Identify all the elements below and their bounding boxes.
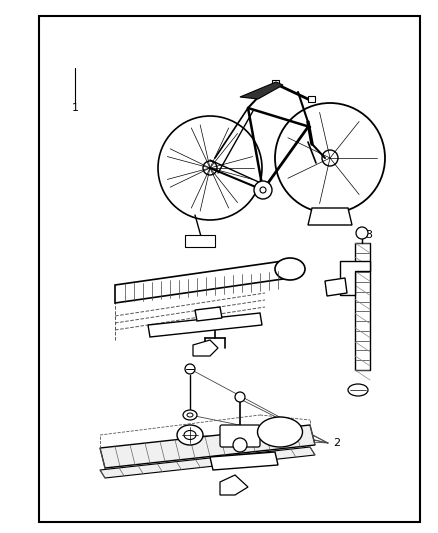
Text: 3: 3 — [365, 230, 372, 240]
Ellipse shape — [258, 417, 303, 447]
Polygon shape — [220, 475, 248, 495]
Polygon shape — [100, 447, 315, 478]
Polygon shape — [325, 278, 347, 296]
Circle shape — [233, 438, 247, 452]
FancyBboxPatch shape — [220, 425, 260, 447]
Ellipse shape — [187, 413, 193, 417]
Ellipse shape — [275, 258, 305, 280]
Text: 2: 2 — [333, 438, 340, 448]
Polygon shape — [308, 208, 352, 225]
Bar — [308, 96, 315, 102]
Ellipse shape — [183, 410, 197, 420]
Polygon shape — [100, 425, 315, 468]
Bar — [272, 80, 279, 86]
Circle shape — [185, 364, 195, 374]
Polygon shape — [195, 307, 222, 321]
Polygon shape — [115, 260, 290, 303]
Polygon shape — [240, 82, 283, 99]
Polygon shape — [148, 313, 262, 337]
Polygon shape — [355, 243, 370, 370]
Ellipse shape — [177, 425, 203, 445]
Bar — [185, 235, 215, 247]
Ellipse shape — [184, 431, 196, 440]
Circle shape — [235, 392, 245, 402]
Circle shape — [356, 227, 368, 239]
Polygon shape — [340, 261, 370, 295]
Polygon shape — [193, 340, 218, 356]
Text: 1: 1 — [71, 103, 78, 113]
Circle shape — [254, 181, 272, 199]
Polygon shape — [210, 452, 278, 470]
Bar — [39, 16, 420, 522]
Ellipse shape — [348, 384, 368, 396]
